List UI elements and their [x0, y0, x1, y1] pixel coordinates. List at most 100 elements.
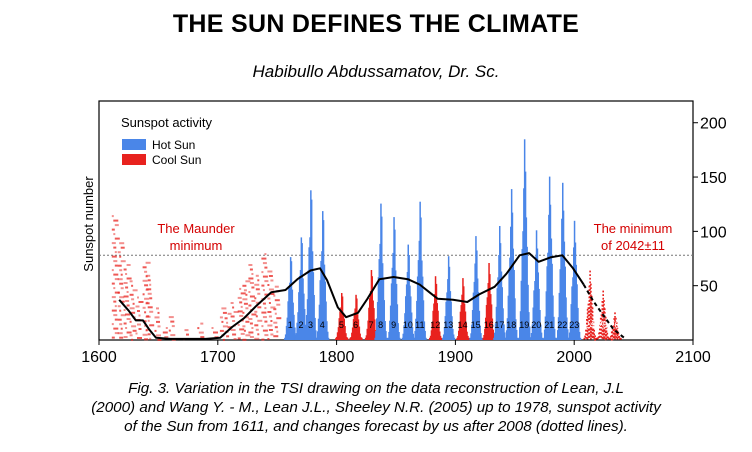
cycle-bar-12	[437, 310, 439, 340]
cycle-bar-19	[528, 326, 531, 340]
early-observation-mark	[268, 329, 273, 331]
early-observation-mark	[137, 337, 142, 339]
cycle-bar-7	[368, 307, 370, 340]
forecast-bar-25	[601, 322, 604, 325]
early-observation-mark	[264, 280, 269, 283]
cycle-bar-13	[453, 337, 456, 340]
cycle-bar-10	[405, 296, 407, 340]
early-observation-mark	[111, 323, 114, 326]
forecast-bar-24	[590, 326, 592, 329]
forecast-bar-24	[587, 321, 590, 324]
cycle-label-21: 21	[544, 320, 554, 330]
forecast-bar-26	[614, 326, 616, 329]
early-observation-mark	[226, 335, 230, 338]
forecast-bar-26	[611, 338, 614, 341]
cycle-bar-22	[557, 317, 560, 340]
cycle-bar-8	[374, 337, 376, 340]
cycle-bar-10	[410, 296, 412, 340]
forecast-bar-24	[587, 303, 590, 306]
cycle-bar-3	[311, 251, 314, 340]
cycle-bar-15	[477, 292, 480, 340]
cycle-bar-5	[342, 312, 345, 340]
early-observation-mark	[149, 283, 152, 286]
forecast-bar-26	[615, 321, 617, 324]
early-observation-mark	[126, 264, 131, 266]
forecast-bar-25	[601, 308, 604, 310]
cycle-bar-9	[397, 323, 399, 340]
early-observation-mark	[119, 336, 124, 339]
early-observation-mark	[162, 331, 168, 334]
cycle-bar-17	[496, 288, 498, 340]
forecast-bar-25	[601, 304, 604, 307]
forecast-bar-24	[586, 308, 589, 311]
cycle-bar-4	[321, 251, 323, 340]
cycle-bar-6	[359, 333, 361, 340]
cycle-bar-13	[442, 334, 445, 340]
forecast-bar-26	[617, 336, 620, 339]
cycle-bar-1	[286, 317, 289, 340]
early-observation-mark	[120, 314, 126, 317]
cycle-bar-16	[485, 317, 487, 340]
early-observation-mark	[142, 293, 145, 296]
early-observation-mark	[117, 291, 120, 294]
cycle-bar-6	[357, 319, 360, 340]
cycle-bar-23	[570, 304, 572, 340]
early-observation-mark	[214, 336, 219, 338]
cycle-bar-3	[312, 272, 315, 340]
early-observation-mark	[170, 320, 175, 323]
early-observation-mark	[142, 333, 148, 336]
early-observation-mark	[249, 282, 254, 284]
early-observation-mark	[138, 301, 144, 303]
forecast-bar-26	[615, 336, 618, 339]
cycle-bar-21	[544, 316, 547, 340]
forecast-bar-24	[592, 335, 595, 338]
early-observation-mark	[129, 280, 133, 283]
early-observation-mark	[227, 312, 232, 315]
early-observation-mark	[267, 297, 271, 300]
forecast-bar-24	[589, 285, 591, 287]
early-observation-mark	[224, 317, 228, 320]
cycle-bar-3	[304, 337, 306, 340]
cycle-bar-17	[499, 243, 502, 340]
cycle-label-4: 4	[320, 320, 325, 330]
cycle-bar-19	[519, 327, 521, 340]
early-observation-mark	[273, 294, 276, 297]
cycle-bar-21	[543, 329, 546, 340]
early-observation-mark	[242, 325, 246, 328]
forecast-bar-25	[601, 311, 604, 314]
cycle-bar-14	[458, 322, 461, 340]
early-observation-mark	[226, 321, 229, 324]
forecast-bar-25	[603, 336, 605, 338]
cycle-bar-8	[376, 302, 379, 340]
early-observation-mark	[144, 284, 149, 287]
cycle-label-22: 22	[557, 320, 567, 330]
forecast-bar-25	[601, 333, 604, 336]
cycle-bar-21	[543, 337, 545, 340]
forecast-bar-24	[590, 308, 592, 311]
cycle-bar-14	[467, 335, 469, 340]
forecast-bar-26	[616, 334, 619, 336]
early-observation-mark	[125, 313, 131, 316]
early-observation-mark	[117, 332, 123, 335]
early-observation-mark	[113, 327, 119, 330]
cycle-bar-1	[287, 301, 289, 340]
early-observation-mark	[131, 311, 136, 314]
cycle-bar-13	[447, 256, 450, 340]
early-observation-mark	[114, 224, 119, 227]
cycle-bar-14	[468, 337, 470, 340]
early-observation-mark	[248, 277, 254, 280]
early-observation-mark	[273, 321, 278, 324]
cycle-bar-4	[327, 331, 329, 340]
cycle-bar-6	[349, 337, 351, 340]
cycle-bar-23	[578, 331, 581, 340]
early-observation-mark	[117, 305, 121, 308]
early-observation-mark	[262, 316, 267, 319]
cycle-bar-19	[522, 231, 524, 340]
cycle-bar-13	[448, 266, 451, 340]
cycle-bar-1	[292, 302, 294, 340]
cycle-bar-3	[305, 315, 308, 340]
early-observation-mark	[249, 268, 253, 271]
forecast-bar-25	[605, 326, 608, 329]
cycle-bar-3	[310, 190, 312, 340]
cycle-bar-16	[490, 294, 492, 340]
